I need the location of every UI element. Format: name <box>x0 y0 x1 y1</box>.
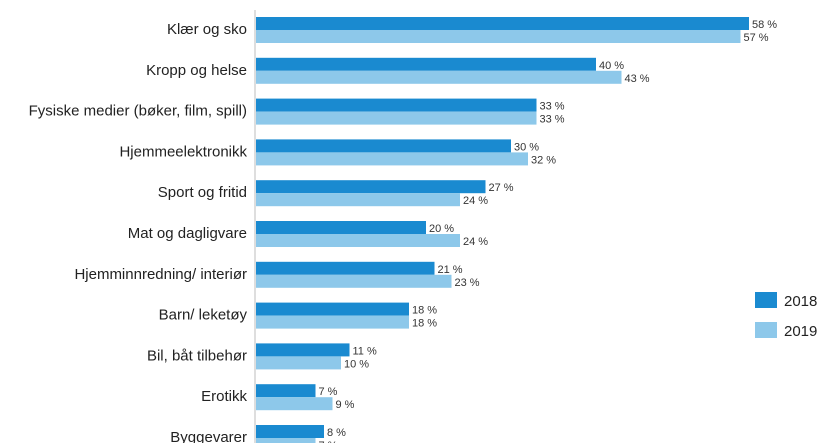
bar-2018 <box>256 343 350 357</box>
value-label: 23 % <box>455 277 480 289</box>
legend-swatch-2019 <box>755 322 777 338</box>
bar-2018 <box>256 384 316 398</box>
bar-2019 <box>256 356 341 370</box>
category-label: Erotikk <box>201 388 247 405</box>
bar-2019 <box>256 315 409 329</box>
bar-2018 <box>256 57 596 71</box>
value-label: 24 % <box>463 195 488 207</box>
legend-label-2019: 2019 <box>784 323 817 340</box>
category-label: Mat og dagligvare <box>128 225 247 242</box>
value-label: 10 % <box>344 358 369 370</box>
value-label: 32 % <box>531 154 556 166</box>
legend: 2018 2019 <box>755 292 817 340</box>
bar-2018 <box>256 180 486 194</box>
value-label: 21 % <box>438 264 463 276</box>
bar-2019 <box>256 111 537 125</box>
bar-2019 <box>256 30 741 43</box>
category-label: Hjemmeelektronikk <box>119 143 247 160</box>
category-label: Fysiske medier (bøker, film, spill) <box>29 103 247 120</box>
category-label: Barn/ leketøy <box>159 307 248 324</box>
category-label: Byggevarer <box>170 429 247 443</box>
value-label: 20 % <box>429 223 454 235</box>
value-label: 57 % <box>744 32 769 44</box>
value-label: 18 % <box>412 318 437 330</box>
bar-2019 <box>256 152 528 166</box>
bar-2018 <box>256 98 537 112</box>
value-label: 33 % <box>540 114 565 126</box>
bar-2019 <box>256 274 452 288</box>
category-label: Klær og sko <box>167 21 247 38</box>
value-label: 30 % <box>514 141 539 153</box>
legend-label-2018: 2018 <box>784 293 817 310</box>
value-label: 8 % <box>327 427 346 439</box>
bar-2019 <box>256 70 622 84</box>
category-label: Kropp og helse <box>146 62 247 79</box>
bar-2019 <box>256 397 333 411</box>
category-label: Hjemminnredning/ interiør <box>74 266 247 283</box>
bar-2019 <box>256 193 460 207</box>
value-label: 7 % <box>319 440 338 443</box>
value-label: 18 % <box>412 305 437 317</box>
legend-swatch-2018 <box>755 292 777 308</box>
value-label: 9 % <box>336 399 355 411</box>
bar-2018 <box>256 302 409 316</box>
bar-2019 <box>256 438 316 443</box>
bar-2018 <box>256 261 435 275</box>
value-label: 27 % <box>489 182 514 194</box>
category-label: Sport og fritid <box>158 184 247 201</box>
bar-2018 <box>256 139 511 153</box>
value-label: 40 % <box>599 60 624 72</box>
bar-2018 <box>256 425 324 438</box>
value-label: 7 % <box>319 386 338 398</box>
value-label: 33 % <box>540 101 565 113</box>
bar-2018 <box>256 17 749 30</box>
category-label: Bil, båt tilbehør <box>147 347 247 364</box>
value-label: 24 % <box>463 236 488 248</box>
value-label: 43 % <box>625 73 650 85</box>
bars-layer: Klær og sko 58 %57 % Kropp og helse 40 %43 … <box>29 17 777 443</box>
value-label: 58 % <box>752 19 777 31</box>
bar-2019 <box>256 234 460 247</box>
value-label: 11 % <box>353 345 377 357</box>
bar-2018 <box>256 221 426 234</box>
